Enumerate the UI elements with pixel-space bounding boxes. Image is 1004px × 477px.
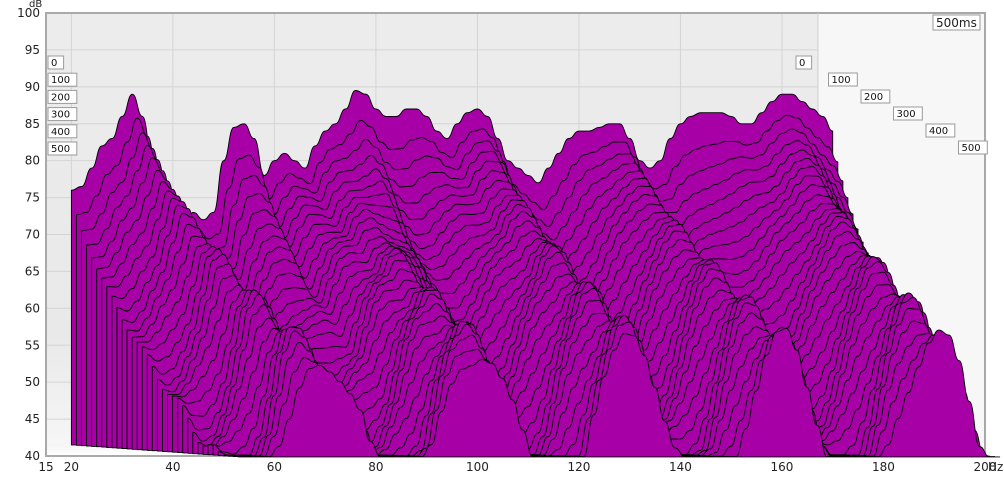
y-tick-label: 65 bbox=[25, 264, 40, 278]
waterfall-slice bbox=[237, 327, 1001, 458]
depth-tick-right: 300 bbox=[897, 109, 916, 120]
x-tick-label: 200 bbox=[974, 460, 997, 474]
depth-tick-left-box bbox=[47, 89, 78, 104]
y-tick-label: 75 bbox=[25, 191, 40, 205]
y-axis-ticks: 40 45 50 55 60 65 70 75 80 85 90 95 100 bbox=[17, 6, 40, 463]
y-tick-label: 80 bbox=[25, 154, 40, 168]
x-tick-label: 80 bbox=[368, 460, 383, 474]
x-tick-label: 100 bbox=[466, 460, 489, 474]
y-tick-label: 45 bbox=[25, 412, 40, 426]
depth-tick-left: 0 bbox=[51, 58, 57, 69]
depth-tick-right: 100 bbox=[832, 75, 851, 86]
x-tick-label: 140 bbox=[669, 460, 692, 474]
y-tick-label: 100 bbox=[17, 6, 40, 20]
depth-tick-left-box bbox=[47, 55, 65, 70]
y-tick-label: 40 bbox=[25, 449, 40, 463]
x-tick-label: 40 bbox=[165, 460, 180, 474]
depth-tick-right-box bbox=[860, 89, 891, 104]
depth-tick-right-box bbox=[828, 72, 858, 87]
depth-tick-left-box bbox=[47, 72, 78, 87]
y-tick-label: 85 bbox=[25, 117, 40, 131]
y-tick-label: 70 bbox=[25, 228, 40, 242]
depth-tick-right: 0 bbox=[799, 58, 805, 69]
y-tick-label: 90 bbox=[25, 80, 40, 94]
depth-tick-left: 300 bbox=[51, 110, 70, 121]
x-tick-label: 180 bbox=[872, 460, 895, 474]
x-axis-unit: Hz bbox=[988, 460, 1003, 474]
x-axis-ticks: 15 20 40 60 80 100 120 140 160 180 200 bbox=[38, 460, 996, 474]
x-tick-label: 160 bbox=[771, 460, 794, 474]
depth-tick-right: 200 bbox=[864, 92, 883, 103]
y-axis-unit: dB bbox=[29, 0, 42, 10]
depth-tick-left: 400 bbox=[51, 127, 70, 138]
depth-tick-right: 500 bbox=[962, 143, 981, 154]
depth-tick-left-box bbox=[47, 107, 78, 122]
waterfall-slices bbox=[70, 90, 1001, 458]
depth-ticks-right: 0 100 200 300 400 500 bbox=[795, 55, 988, 155]
depth-label: 500ms bbox=[936, 16, 977, 30]
depth-tick-left-box bbox=[47, 141, 78, 156]
depth-tick-right-box bbox=[795, 55, 813, 70]
x-tick-label: 120 bbox=[567, 460, 590, 474]
x-tick-label: 60 bbox=[267, 460, 282, 474]
y-tick-label: 60 bbox=[25, 301, 40, 315]
x-tick-label: 20 bbox=[64, 460, 79, 474]
depth-tick-right: 400 bbox=[929, 126, 948, 137]
depth-tick-right-box bbox=[893, 106, 923, 121]
depth-tick-left-box bbox=[47, 124, 78, 139]
y-tick-label: 50 bbox=[25, 375, 40, 389]
depth-tick-left: 500 bbox=[51, 144, 70, 155]
depth-ticks-left: 0 100 200 300 400 500 bbox=[47, 55, 78, 156]
depth-tick-right-box bbox=[958, 140, 988, 155]
y-tick-label: 95 bbox=[25, 43, 40, 57]
depth-tick-left: 100 bbox=[51, 75, 70, 86]
y-tick-label: 55 bbox=[25, 338, 40, 352]
depth-label-tag: 500ms bbox=[932, 14, 981, 31]
depth-tick-left: 200 bbox=[51, 92, 70, 103]
x-tick-label: 15 bbox=[38, 460, 53, 474]
depth-tick-right-box bbox=[925, 123, 956, 138]
